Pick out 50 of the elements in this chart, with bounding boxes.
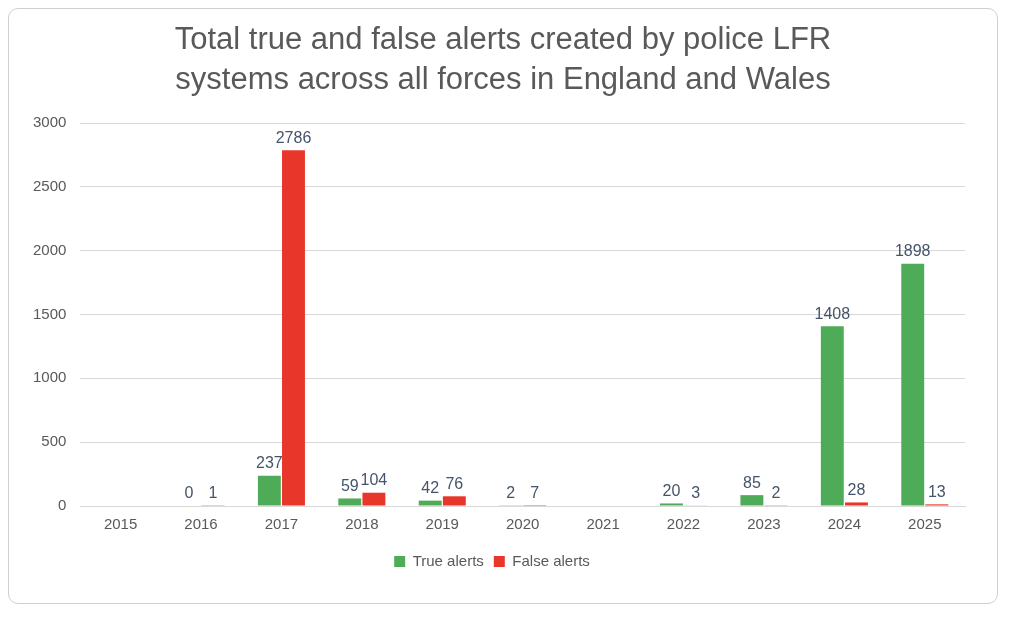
x-tick-label: 2017 xyxy=(264,515,299,533)
data-label: 85 xyxy=(742,473,761,491)
data-label: 2 xyxy=(506,484,516,502)
legend-label: False alerts xyxy=(512,551,590,569)
x-tick-label: 2015 xyxy=(103,515,138,533)
x-tick-label: 2019 xyxy=(425,515,459,533)
data-label: 76 xyxy=(445,474,464,492)
bar xyxy=(338,498,362,506)
legend-label: True alerts xyxy=(412,551,484,569)
y-tick-label: 1000 xyxy=(32,368,67,386)
data-label: 13 xyxy=(927,482,946,500)
bar xyxy=(257,475,281,506)
x-tick-label: 2022 xyxy=(666,515,701,533)
y-tick-label: 0 xyxy=(58,496,67,514)
bar xyxy=(740,495,764,506)
y-tick-label: 1500 xyxy=(32,304,67,322)
bar xyxy=(282,150,305,506)
bar xyxy=(660,503,683,506)
data-label: 3 xyxy=(691,484,701,502)
data-label: 2 xyxy=(771,484,781,502)
bar xyxy=(362,492,386,506)
x-tick-label: 2023 xyxy=(747,515,781,533)
data-label: 7 xyxy=(530,483,540,501)
data-label: 42 xyxy=(421,479,440,497)
data-label: 1 xyxy=(208,484,218,502)
data-label: 28 xyxy=(847,480,866,498)
data-label: 0 xyxy=(184,484,194,502)
chart-title: Total true and false alerts created by police LFR systems across all forces in England and Wales xyxy=(173,20,833,98)
x-tick-label: 2025 xyxy=(908,515,942,533)
y-tick-label: 2000 xyxy=(32,240,67,258)
data-label: 20 xyxy=(662,481,681,499)
y-tick-label: 3000 xyxy=(32,113,67,131)
data-label: 1408 xyxy=(814,304,851,322)
x-tick-label: 2020 xyxy=(506,515,540,533)
x-tick-label: 2024 xyxy=(827,515,862,533)
data-label: 1898 xyxy=(894,242,931,260)
data-label: 104 xyxy=(360,471,388,489)
x-tick-label: 2021 xyxy=(586,515,620,533)
y-tick-label: 500 xyxy=(41,432,67,450)
bar xyxy=(901,263,925,506)
x-tick-label: 2016 xyxy=(184,515,218,533)
data-label: 2786 xyxy=(275,128,312,146)
y-tick-label: 2500 xyxy=(32,176,67,194)
x-tick-label: 2018 xyxy=(345,515,379,533)
bar xyxy=(442,496,466,506)
data-label: 59 xyxy=(340,476,359,494)
data-label: 237 xyxy=(256,454,283,472)
bar xyxy=(844,502,868,506)
bar xyxy=(820,326,844,506)
bar xyxy=(418,500,442,506)
